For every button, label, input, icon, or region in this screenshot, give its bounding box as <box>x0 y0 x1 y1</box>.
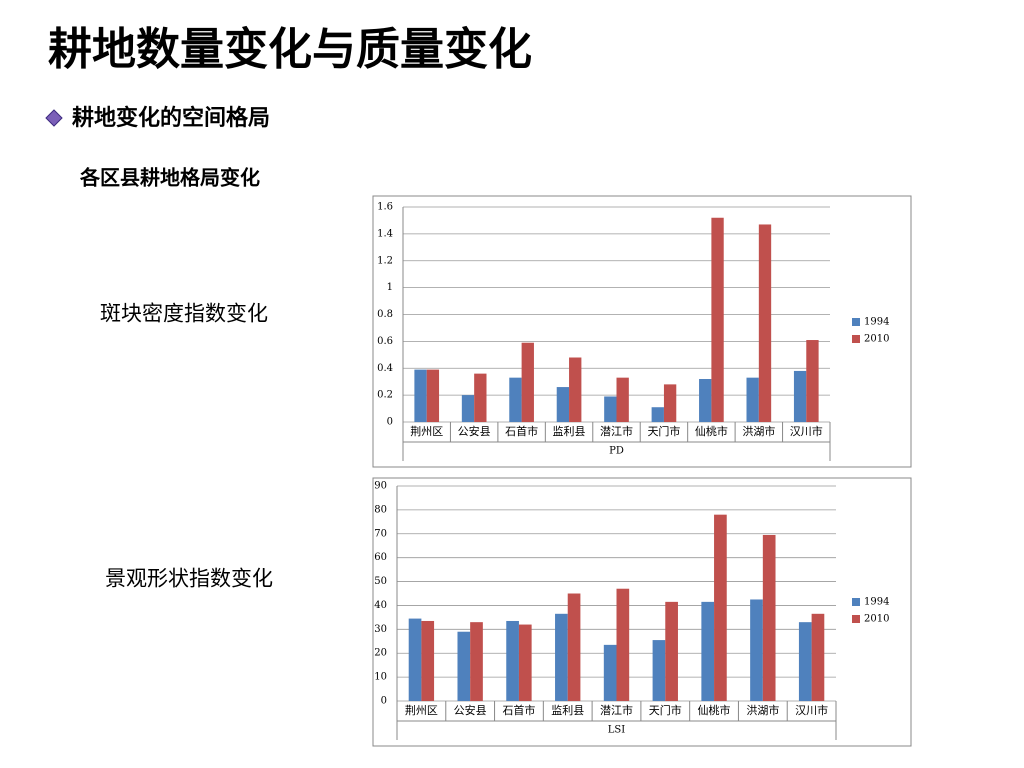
x-tick-label: 天门市 <box>649 703 682 717</box>
x-tick-label: 荆州区 <box>410 425 443 438</box>
legend-swatch <box>852 318 860 326</box>
legend-label: 1994 <box>864 597 889 608</box>
x-tick-label: 荆州区 <box>405 704 438 717</box>
x-axis-label: LSI <box>608 725 625 736</box>
y-tick-label: 1.4 <box>377 228 393 239</box>
x-tick-label: 洪湖市 <box>742 424 775 438</box>
bar <box>521 342 534 422</box>
slide-title: 耕地数量变化与质量变化 <box>48 24 532 75</box>
heading: 各区县耕地格局变化 <box>79 166 260 190</box>
y-tick-label: 50 <box>374 576 387 587</box>
bar <box>806 340 819 422</box>
bar <box>414 369 427 422</box>
y-tick-label: 80 <box>374 504 387 515</box>
bar <box>603 644 617 701</box>
bar <box>793 370 807 422</box>
bar <box>798 622 812 701</box>
bar <box>758 224 772 422</box>
y-tick-label: 90 <box>374 481 387 492</box>
y-tick-label: 60 <box>374 552 387 563</box>
bar <box>714 514 727 701</box>
bar <box>616 377 629 422</box>
legend-swatch <box>852 615 860 623</box>
bar <box>421 620 435 701</box>
bar <box>616 588 630 701</box>
bar <box>556 387 570 422</box>
y-tick-label: 40 <box>374 600 387 611</box>
bar <box>509 377 522 422</box>
x-tick-label: 仙桃市 <box>695 424 728 438</box>
y-tick-label: 0 <box>381 696 387 707</box>
x-tick-label: 监利县 <box>553 425 586 438</box>
bar <box>750 599 763 701</box>
bar <box>567 593 581 701</box>
bar <box>746 377 759 422</box>
legend-label: 2010 <box>864 614 889 625</box>
bar <box>470 622 483 701</box>
legend-swatch <box>852 598 860 606</box>
x-tick-label: 公安县 <box>458 424 491 438</box>
legend-label: 1994 <box>864 317 889 328</box>
y-tick-label: 0.2 <box>377 390 393 401</box>
bar <box>762 534 776 701</box>
x-tick-label: 石首市 <box>502 703 535 717</box>
bar <box>701 601 715 701</box>
y-tick-label: 0.4 <box>377 363 393 374</box>
y-tick-label: 1.6 <box>377 202 393 213</box>
x-tick-label: 洪湖市 <box>746 703 779 717</box>
y-tick-label: 1 <box>387 282 393 293</box>
y-tick-label: 0.6 <box>377 336 393 347</box>
bar <box>699 379 712 422</box>
bar <box>518 624 532 701</box>
x-tick-label: 潜江市 <box>600 703 633 717</box>
bar <box>461 395 475 422</box>
x-tick-label: 潜江市 <box>600 424 633 438</box>
x-axis-label: PD <box>609 446 624 457</box>
x-tick-label: 天门市 <box>647 424 680 438</box>
y-tick-label: 30 <box>374 624 387 635</box>
x-tick-label: 公安县 <box>454 703 487 717</box>
legend-swatch <box>852 335 860 343</box>
x-tick-label: 石首市 <box>505 424 538 438</box>
y-tick-label: 1.2 <box>377 255 393 266</box>
bar <box>665 601 678 701</box>
bar <box>408 618 422 701</box>
x-tick-label: 监利县 <box>551 704 584 717</box>
bar <box>555 613 568 701</box>
bar <box>711 217 724 422</box>
bar <box>457 631 471 701</box>
bar <box>663 384 677 422</box>
subtitle: 耕地变化的空间格局 <box>72 105 270 131</box>
bullet-icon <box>45 109 63 127</box>
y-tick-label: 10 <box>374 672 387 683</box>
y-tick-label: 0.8 <box>377 309 393 320</box>
y-tick-label: 0 <box>387 417 393 428</box>
y-tick-label: 20 <box>374 648 387 659</box>
bar <box>506 620 519 701</box>
bar <box>811 613 825 701</box>
chart-annotation: 景观形状指数变化 <box>105 567 273 591</box>
chart-annotation: 斑块密度指数变化 <box>100 302 268 326</box>
y-tick-label: 70 <box>374 528 387 539</box>
bar <box>569 357 582 422</box>
legend-label: 2010 <box>864 334 889 345</box>
bar <box>604 396 617 422</box>
bar <box>651 407 664 422</box>
bar <box>426 369 440 422</box>
x-tick-label: 仙桃市 <box>698 703 731 717</box>
bar <box>474 373 487 422</box>
bar <box>652 640 666 701</box>
x-tick-label: 汉川市 <box>795 703 828 717</box>
x-tick-label: 汉川市 <box>790 424 823 438</box>
